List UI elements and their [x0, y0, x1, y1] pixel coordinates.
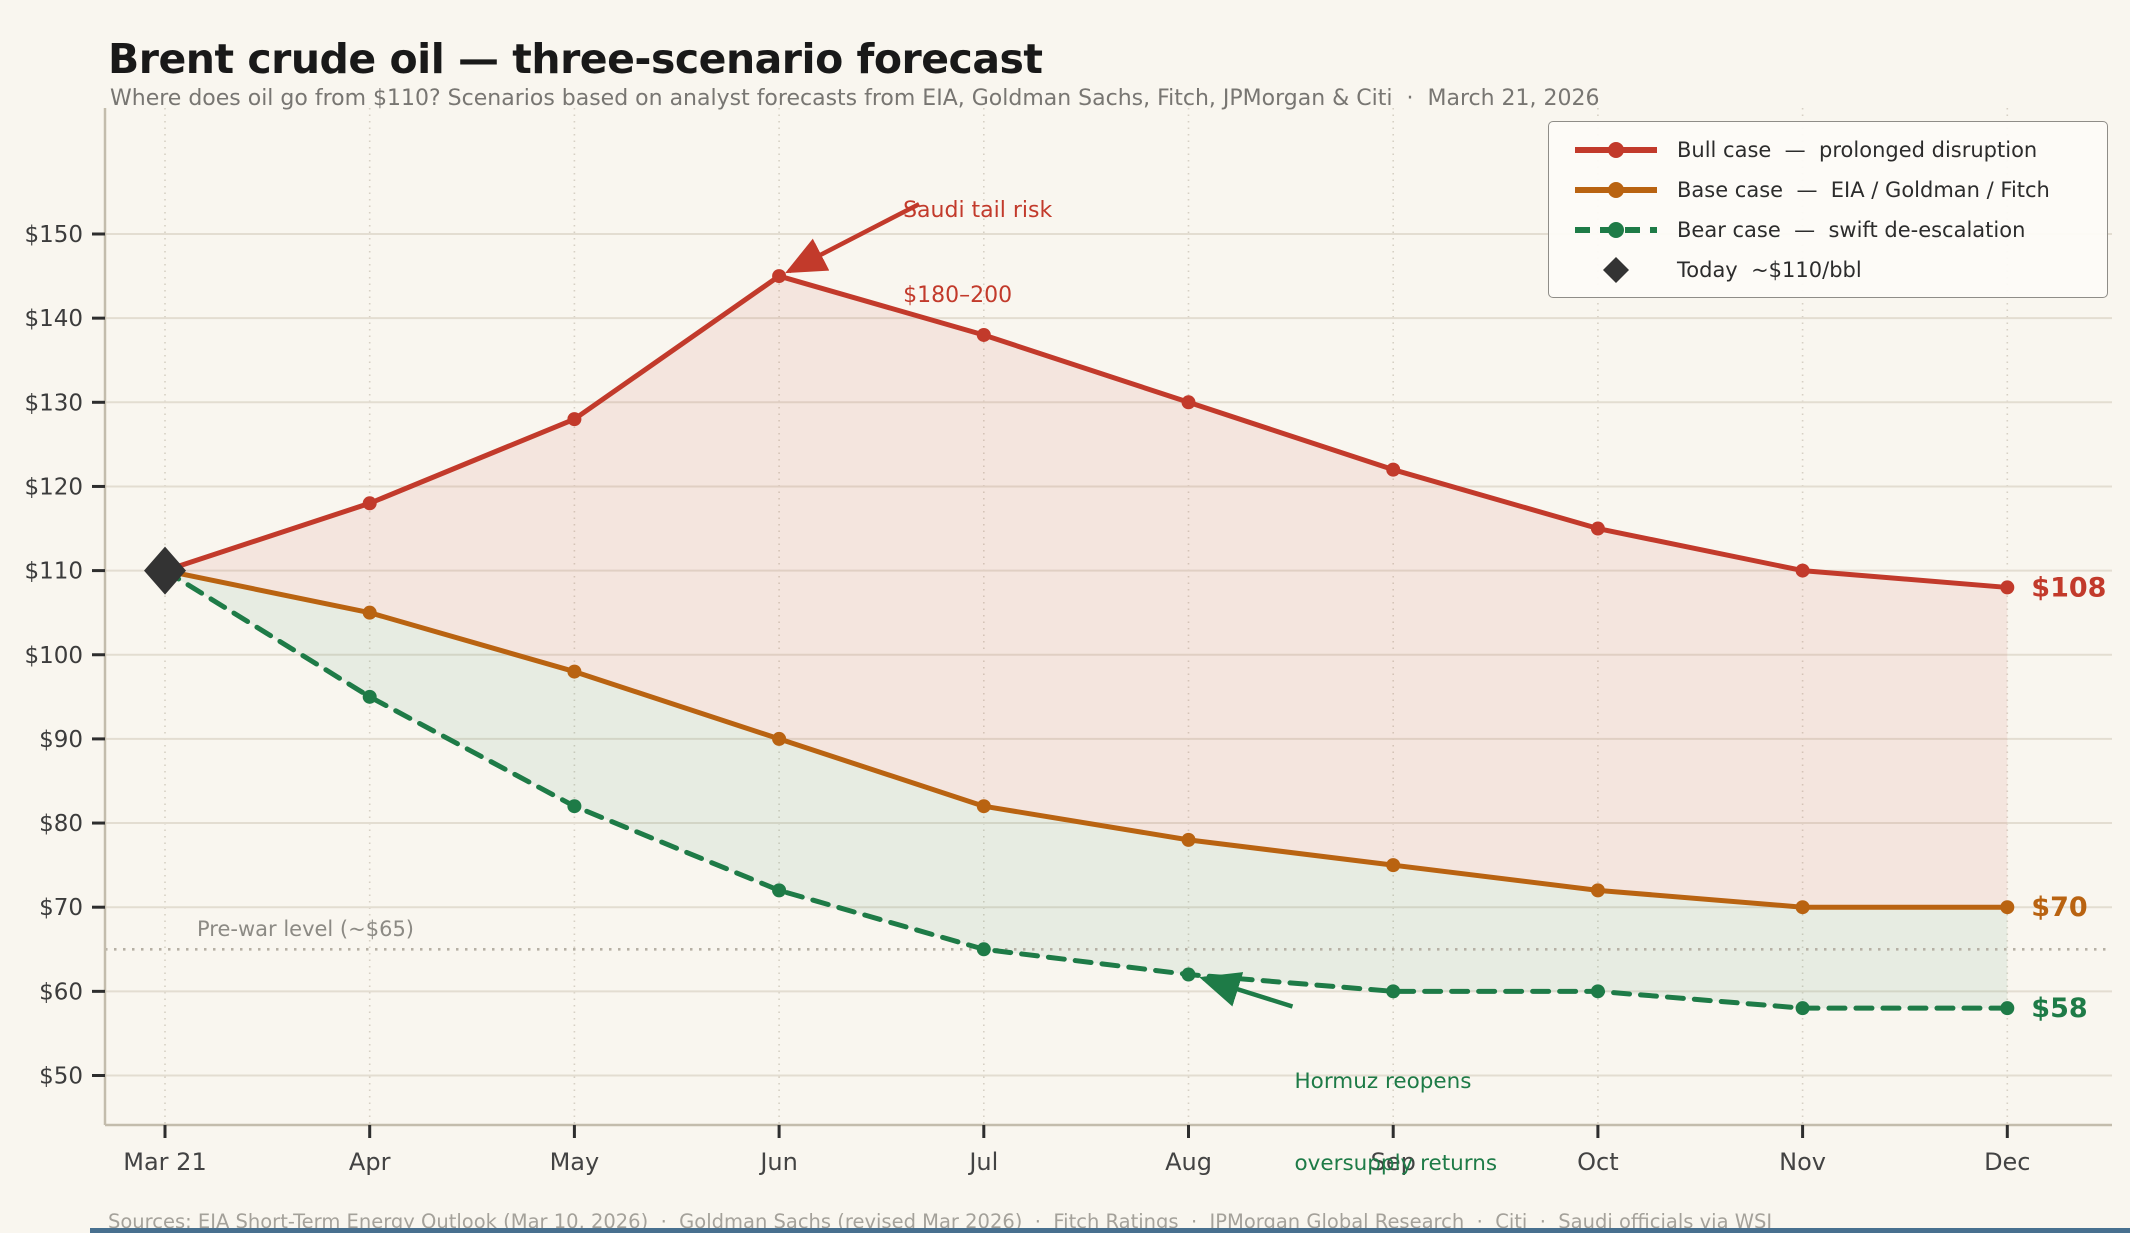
chart-subtitle: Where does oil go from $110? Scenarios b…	[110, 86, 1600, 111]
data-point-bull-Dec	[2000, 580, 2015, 595]
series-line-bear	[162, 568, 2010, 1011]
today-diamond-marker	[144, 546, 186, 595]
y-tick-label-100: $100	[24, 643, 83, 669]
annotation-line: oversupply returns	[1294, 1151, 1498, 1177]
annotation-line: $180–200	[903, 282, 1013, 308]
x-tick-label-Apr: Apr	[349, 1148, 391, 1176]
annotation-arrow-saudi-tail-risk	[785, 202, 921, 274]
legend-label-bear: Bear case — swift de-escalation	[1677, 217, 2026, 242]
x-tick-label-Dec: Dec	[1984, 1148, 2030, 1176]
y-tick-label-80: $80	[39, 811, 83, 837]
x-tick-label-Jul: Jul	[967, 1148, 998, 1176]
data-point-bull-Jun	[772, 269, 787, 284]
end-label-base: $70	[2031, 892, 2087, 923]
bear-swatch-icon	[1575, 221, 1657, 238]
x-tick-label-May: May	[550, 1148, 600, 1176]
data-point-base-Oct	[1590, 883, 1605, 898]
data-point-bear-Jun	[772, 883, 787, 898]
x-tick-label-Nov: Nov	[1779, 1148, 1826, 1176]
legend-label-bull: Bull case — prolonged disruption	[1677, 137, 2038, 162]
y-tick-label-70: $70	[39, 895, 83, 921]
data-point-base-Dec	[2000, 900, 2015, 915]
window-edge-strip	[90, 1228, 2130, 1233]
legend-item-bear: Bear case — swift de-escalation	[1573, 211, 2097, 248]
annotation-line: Saudi tail risk	[903, 198, 1053, 224]
data-point-bear-Oct	[1590, 984, 1605, 999]
legend-item-base: Base case — EIA / Goldman / Fitch	[1573, 171, 2097, 208]
data-point-bull-May	[567, 412, 582, 427]
x-tick-label-Mar 21: Mar 21	[123, 1148, 206, 1176]
series-line-base	[162, 568, 2010, 910]
data-point-bull-Sep	[1386, 462, 1401, 477]
sources-footnote: Sources: EIA Short-Term Energy Outlook (…	[108, 1209, 1773, 1233]
data-point-bear-Apr	[362, 689, 377, 704]
today-swatch-icon	[1603, 256, 1629, 283]
data-point-base-Sep	[1386, 858, 1401, 873]
page-title: Brent crude oil — three-scenario forecas…	[108, 35, 1043, 84]
y-tick-label-120: $120	[24, 474, 83, 500]
base-swatch-icon	[1575, 181, 1657, 198]
data-point-bear-Aug	[1181, 967, 1196, 982]
annotation-line: Hormuz reopens	[1294, 1068, 1472, 1094]
data-point-base-Nov	[1795, 900, 1810, 915]
annotation-hormuz-reopens: Hormuz reopens oversupply returns	[1295, 1013, 1498, 1206]
legend-item-today: Today ~$110/bbl	[1573, 251, 2097, 288]
x-tick-label-Jun: Jun	[758, 1148, 798, 1176]
data-point-bear-May	[567, 799, 582, 814]
band-bull-base	[165, 276, 2008, 908]
data-point-bear-Nov	[1795, 1001, 1810, 1016]
band-base-bear	[165, 570, 2008, 1009]
data-point-bull-Jul	[976, 327, 991, 342]
end-label-bull: $108	[2031, 572, 2106, 603]
data-point-base-Aug	[1181, 832, 1196, 847]
annotation-saudi-tail-risk: Saudi tail risk $180–200	[903, 141, 1052, 338]
data-point-base-May	[567, 664, 582, 679]
data-point-bull-Apr	[362, 496, 377, 511]
data-point-bull-Aug	[1181, 395, 1196, 410]
data-point-base-Jun	[772, 731, 787, 746]
y-tick-label-60: $60	[39, 979, 83, 1005]
data-point-bull-Nov	[1795, 563, 1810, 578]
legend-label-base: Base case — EIA / Goldman / Fitch	[1677, 177, 2050, 202]
y-tick-label-50: $50	[39, 1064, 83, 1090]
chart-legend: Bull case — prolonged disruption Base cas…	[1548, 121, 2108, 298]
bull-swatch-icon	[1575, 141, 1657, 158]
data-point-bull-Oct	[1590, 521, 1605, 536]
x-tick-label-Oct: Oct	[1577, 1148, 1619, 1176]
y-tick-label-140: $140	[24, 306, 83, 332]
y-tick-label-90: $90	[39, 727, 83, 753]
reference-line-label: Pre-war level (~$65)	[197, 917, 414, 942]
annotation-arrow-hormuz-reopens	[1199, 972, 1294, 1009]
legend-label-today: Today ~$110/bbl	[1677, 257, 1862, 282]
x-tick-label-Aug: Aug	[1165, 1148, 1212, 1176]
end-label-bear: $58	[2031, 993, 2087, 1024]
legend-item-bull: Bull case — prolonged disruption	[1573, 131, 2097, 168]
y-tick-label-150: $150	[24, 222, 83, 248]
data-point-base-Jul	[976, 799, 991, 814]
y-tick-label-110: $110	[24, 559, 83, 585]
data-point-bear-Jul	[976, 942, 991, 957]
data-point-base-Apr	[362, 605, 377, 620]
series-line-bull	[162, 273, 2010, 590]
data-point-bear-Dec	[2000, 1001, 2015, 1016]
x-tick-label-Sep: Sep	[1371, 1148, 1416, 1176]
data-point-bear-Sep	[1386, 984, 1401, 999]
y-tick-label-130: $130	[24, 390, 83, 416]
